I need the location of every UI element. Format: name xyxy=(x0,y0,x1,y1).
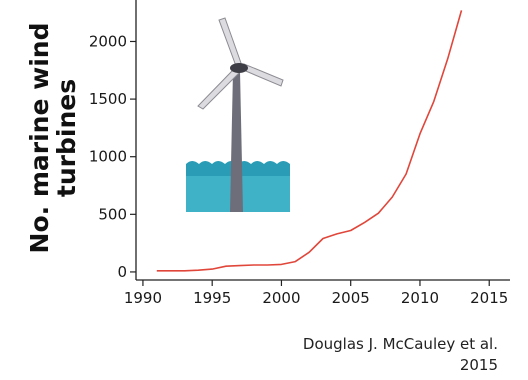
y-axis-label-line-2: turbines xyxy=(52,79,81,197)
x-ticks: 1990 1995 2000 2005 2010 2015 xyxy=(124,280,508,307)
y-axis-label-line-1: No. marine wind xyxy=(25,23,54,254)
x-tick-label: 2000 xyxy=(262,289,300,307)
credit-author: Douglas J. McCauley et al. xyxy=(302,335,498,353)
y-ticks: 0 500 1000 1500 2000 xyxy=(89,32,136,281)
x-tick-label: 2005 xyxy=(332,289,370,307)
series-line xyxy=(156,10,463,272)
y-tick-label: 0 xyxy=(117,263,127,281)
credit: Douglas J. McCauley et al. 2015 xyxy=(303,334,498,376)
x-tick-label: 2015 xyxy=(470,289,508,307)
turbine-tower xyxy=(230,71,243,212)
y-tick-label: 1500 xyxy=(89,90,127,108)
wind-turbine-illustration xyxy=(186,17,290,212)
x-tick-label: 2010 xyxy=(401,289,439,307)
turbine-blade-up xyxy=(218,17,242,67)
y-tick-label: 1000 xyxy=(89,148,127,166)
y-tick-label: 500 xyxy=(98,205,127,223)
y-tick-label: 2000 xyxy=(89,32,127,50)
y-axis-label: No. marine wind turbines xyxy=(25,23,81,254)
credit-year: 2015 xyxy=(459,356,498,374)
turbine-hub xyxy=(230,63,248,73)
x-tick-label: 1995 xyxy=(193,289,231,307)
x-tick-label: 1990 xyxy=(124,289,162,307)
